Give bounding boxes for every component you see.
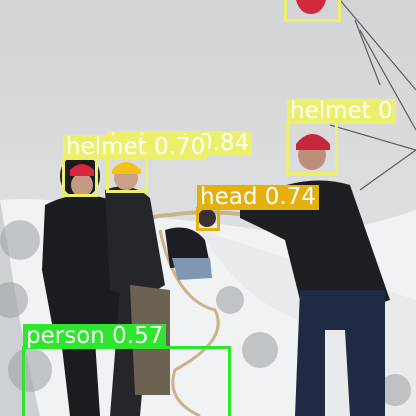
helmet-detection-label: helmet 0 [287,99,396,124]
helmet-detection-box: helmet 0 [286,99,396,175]
helmet-detection-box: helmet [284,0,341,22]
head-detection-box: head 0.74 [196,185,319,231]
helmet-detection-label: helmet 0.70 [63,135,209,160]
head-detection-label: head 0.74 [197,185,319,210]
person-detection-box: person 0.57 [22,324,231,416]
helmet-detection-box: helmet 0.70 [62,135,209,197]
person-detection-label: person 0.57 [23,324,167,349]
